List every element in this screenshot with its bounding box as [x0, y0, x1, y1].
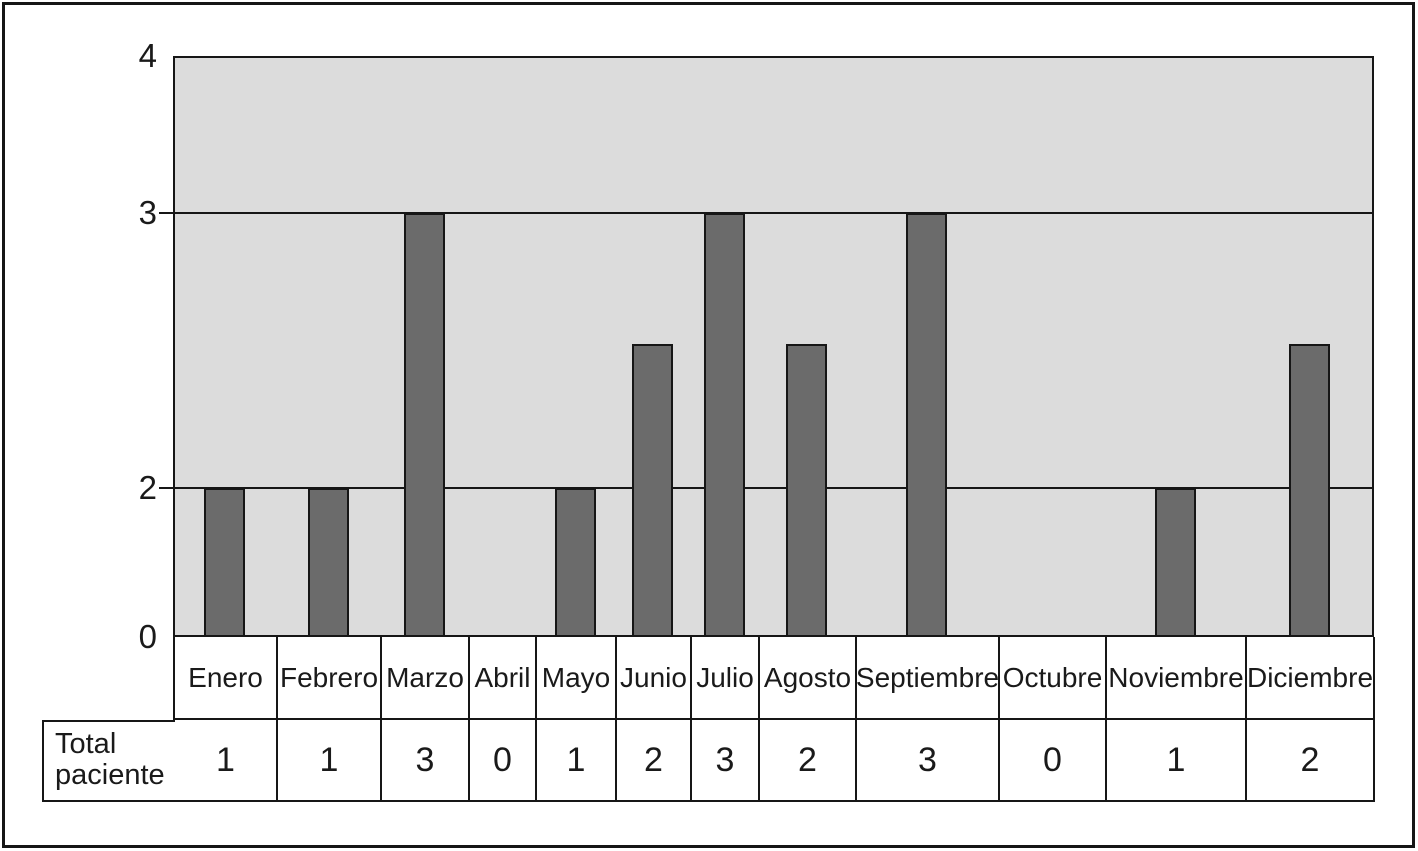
value-cell: 3	[690, 720, 758, 802]
bar	[204, 488, 245, 637]
bar	[308, 488, 349, 637]
bar	[906, 213, 947, 637]
y-axis-tick	[159, 212, 173, 214]
bar	[632, 344, 673, 637]
bar	[404, 213, 445, 637]
month-cell: Mayo	[535, 637, 615, 720]
month-cell: Junio	[615, 637, 690, 720]
y-axis-label: 0	[138, 618, 157, 655]
value-cell: 0	[468, 720, 535, 802]
gridline	[173, 487, 1374, 489]
gridline	[173, 212, 1374, 214]
value-cell: 2	[615, 720, 690, 802]
value-cell: 1	[276, 720, 380, 802]
value-cell: 3	[380, 720, 468, 802]
bar	[1289, 344, 1330, 637]
bar	[555, 488, 596, 637]
value-cell: 1	[1105, 720, 1245, 802]
value-cell: 2	[1245, 720, 1375, 802]
row-header-line-1: Total	[55, 728, 117, 760]
y-axis-label: 3	[138, 194, 157, 231]
month-cell: Octubre	[998, 637, 1105, 720]
y-axis-label: 2	[138, 469, 157, 506]
month-cell: Septiembre	[855, 637, 999, 720]
value-cell: 3	[855, 720, 998, 802]
month-cell: Abril	[468, 637, 535, 720]
bar	[1155, 488, 1196, 637]
y-axis-tick	[159, 487, 173, 489]
value-cell: 2	[758, 720, 855, 802]
month-cell: Diciembre	[1245, 637, 1375, 720]
month-cell: Marzo	[380, 637, 468, 720]
bar	[786, 344, 827, 637]
month-cell: Agosto	[758, 637, 855, 720]
month-cell: Febrero	[276, 637, 380, 720]
value-cell: 0	[998, 720, 1105, 802]
month-cell: Noviembre	[1105, 637, 1245, 720]
value-cell: 1	[535, 720, 615, 802]
value-cell: 1	[173, 720, 276, 802]
table-row-header: Total paciente	[42, 720, 175, 802]
month-cell: Julio	[690, 637, 758, 720]
month-cell: Enero	[173, 637, 276, 720]
y-axis-label: 4	[138, 37, 157, 74]
row-header-line-2: paciente	[55, 759, 165, 791]
bar	[704, 213, 745, 637]
